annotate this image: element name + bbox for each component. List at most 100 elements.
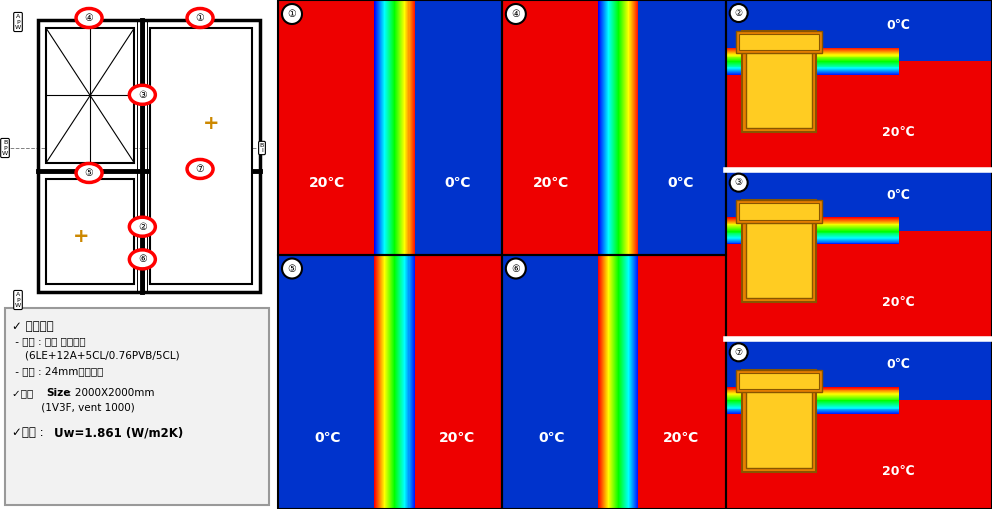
Bar xyxy=(502,254,726,509)
Ellipse shape xyxy=(129,250,156,269)
Bar xyxy=(726,242,899,243)
Bar xyxy=(278,0,395,254)
Text: 20℃: 20℃ xyxy=(533,176,569,190)
Bar xyxy=(394,0,395,254)
Bar xyxy=(726,233,899,234)
Bar xyxy=(46,28,134,163)
Bar xyxy=(726,413,899,414)
Bar xyxy=(726,395,899,396)
Bar xyxy=(621,0,622,254)
Bar xyxy=(380,254,381,509)
Bar xyxy=(726,397,899,398)
Bar xyxy=(636,254,638,509)
Bar xyxy=(615,0,616,254)
Bar xyxy=(726,401,899,402)
Bar xyxy=(726,229,899,230)
Bar xyxy=(397,0,398,254)
Bar xyxy=(374,254,375,509)
Bar xyxy=(608,0,609,254)
Bar xyxy=(392,0,393,254)
Bar xyxy=(726,399,899,400)
Bar xyxy=(604,254,605,509)
Text: 20℃: 20℃ xyxy=(663,431,699,445)
Bar xyxy=(379,0,380,254)
Bar xyxy=(626,254,627,509)
Bar xyxy=(726,219,899,220)
Bar xyxy=(726,222,899,223)
Text: ③: ③ xyxy=(138,90,147,100)
Bar xyxy=(402,0,403,254)
Bar xyxy=(619,0,620,254)
Bar xyxy=(632,254,633,509)
Bar xyxy=(726,394,899,395)
Circle shape xyxy=(282,4,302,24)
Bar xyxy=(374,0,375,254)
Bar xyxy=(613,0,614,254)
Bar xyxy=(726,67,899,68)
Bar xyxy=(409,0,410,254)
Bar xyxy=(726,65,899,66)
Bar xyxy=(382,254,383,509)
Bar xyxy=(398,254,399,509)
Bar xyxy=(726,400,899,401)
Text: - 하부 : 접합 로이유리: - 하부 : 접합 로이유리 xyxy=(12,336,85,346)
Bar xyxy=(404,0,405,254)
Bar xyxy=(633,254,634,509)
Bar xyxy=(726,402,899,403)
Bar xyxy=(739,34,819,50)
Text: ✓결과 :: ✓결과 : xyxy=(12,426,48,439)
Text: 0℃: 0℃ xyxy=(443,176,470,190)
Bar xyxy=(742,200,816,302)
Text: 20℃: 20℃ xyxy=(439,431,475,445)
Bar xyxy=(614,254,615,509)
Bar xyxy=(605,0,606,254)
Bar xyxy=(395,254,502,509)
Bar xyxy=(405,0,406,254)
Bar xyxy=(633,0,634,254)
Bar xyxy=(600,254,601,509)
Bar xyxy=(612,254,613,509)
Text: ②: ② xyxy=(735,9,743,17)
Bar xyxy=(617,0,618,254)
Bar xyxy=(726,340,992,401)
Bar xyxy=(606,0,607,254)
Bar xyxy=(620,254,621,509)
Bar xyxy=(412,254,413,509)
Bar xyxy=(622,254,623,509)
Bar xyxy=(726,61,992,169)
Bar xyxy=(726,64,899,65)
Bar xyxy=(726,58,899,59)
Bar xyxy=(726,223,899,224)
Bar xyxy=(726,225,899,226)
Bar xyxy=(736,31,822,53)
Bar xyxy=(726,50,899,51)
Bar xyxy=(376,0,377,254)
Bar xyxy=(405,254,406,509)
Text: ⑤: ⑤ xyxy=(288,264,297,273)
Bar xyxy=(401,0,402,254)
Bar xyxy=(395,254,396,509)
Bar xyxy=(726,71,899,72)
Bar xyxy=(726,169,992,340)
Bar xyxy=(414,0,415,254)
Bar xyxy=(726,61,899,62)
Circle shape xyxy=(730,174,748,192)
Bar xyxy=(378,254,379,509)
Text: ⑦: ⑦ xyxy=(735,348,743,357)
Bar xyxy=(604,0,605,254)
Bar xyxy=(601,254,602,509)
Ellipse shape xyxy=(187,9,213,27)
Bar xyxy=(377,0,378,254)
Bar xyxy=(602,0,603,254)
Bar xyxy=(623,254,624,509)
Bar xyxy=(602,254,603,509)
Bar xyxy=(638,0,639,254)
Bar xyxy=(378,0,379,254)
Bar xyxy=(726,47,899,48)
Bar xyxy=(397,254,398,509)
Bar xyxy=(726,218,899,219)
Bar xyxy=(606,254,607,509)
Bar xyxy=(386,254,387,509)
Bar xyxy=(278,0,502,254)
Bar xyxy=(383,0,384,254)
